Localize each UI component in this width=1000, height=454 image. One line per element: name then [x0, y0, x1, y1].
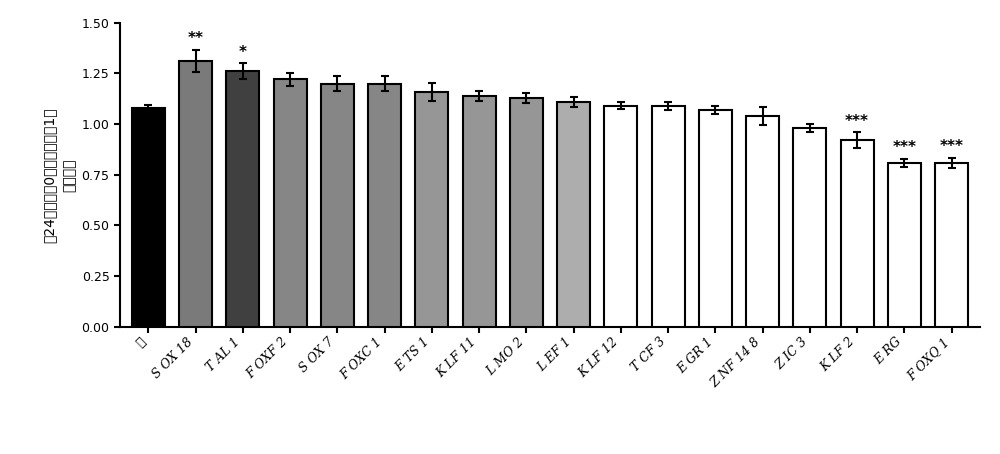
- Bar: [463, 96, 496, 327]
- Bar: [179, 61, 212, 327]
- Bar: [604, 106, 637, 327]
- Bar: [274, 79, 307, 327]
- Y-axis label: （24小时，在0小时处，空＝1）
相对阻力: （24小时，在0小时处，空＝1） 相对阻力: [43, 107, 76, 242]
- Text: *: *: [239, 44, 247, 59]
- Bar: [699, 110, 732, 327]
- Bar: [935, 163, 968, 327]
- Bar: [793, 128, 826, 327]
- Bar: [368, 84, 401, 327]
- Bar: [841, 140, 874, 327]
- Text: ***: ***: [940, 139, 964, 154]
- Bar: [652, 106, 685, 327]
- Bar: [510, 98, 543, 327]
- Bar: [226, 71, 259, 327]
- Bar: [888, 163, 921, 327]
- Bar: [321, 84, 354, 327]
- Text: ***: ***: [892, 140, 916, 155]
- Text: **: **: [188, 31, 204, 46]
- Bar: [132, 108, 165, 327]
- Bar: [746, 116, 779, 327]
- Bar: [557, 102, 590, 327]
- Bar: [415, 92, 448, 327]
- Text: ***: ***: [845, 114, 869, 128]
